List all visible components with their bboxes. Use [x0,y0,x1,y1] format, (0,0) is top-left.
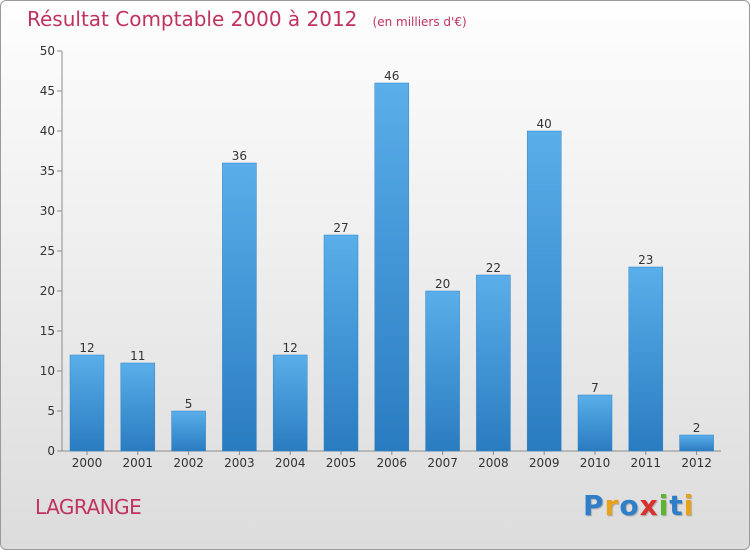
bar [222,162,257,452]
proxiti-logo: Proxiti [583,489,694,522]
commune-name: LAGRANGE [35,495,142,519]
data-label: 22 [486,261,501,275]
logo-letter: i [683,489,695,522]
logo-letter: r [604,489,620,522]
y-tick-label: 20 [40,284,55,298]
bar [272,354,308,452]
x-tick-label: 2012 [681,456,712,470]
x-tick-label: 2005 [326,456,357,470]
x-tick-label: 2009 [529,456,560,470]
x-tick-label: 2011 [631,456,662,470]
logo-letter: o [619,489,640,522]
x-tick-label: 2006 [377,456,408,470]
bar [628,266,664,452]
y-tick-label: 50 [40,44,55,58]
chart-unit-label: (en milliers d'€) [372,15,467,29]
data-label: 11 [130,349,145,363]
bar [476,274,511,452]
data-label: 27 [333,221,348,235]
bar [577,394,613,452]
data-label: 20 [435,277,450,291]
data-label: 2 [693,421,701,435]
logo-letter: t [669,489,684,522]
bar [69,354,105,452]
y-tick-label: 40 [40,124,55,138]
x-tick-label: 2001 [123,456,154,470]
x-tick-label: 2008 [478,456,509,470]
y-tick-label: 10 [40,364,55,378]
logo-letter: P [583,489,605,522]
data-label: 46 [384,69,399,83]
y-tick-label: 15 [40,324,55,338]
y-tick-label: 25 [40,244,55,258]
x-tick-label: 2007 [427,456,458,470]
bar [679,434,714,452]
x-tick-label: 2000 [72,456,103,470]
data-label: 5 [185,397,193,411]
data-label: 7 [591,381,599,395]
data-label: 12 [283,341,298,355]
y-tick-label: 35 [40,164,55,178]
data-label: 23 [638,253,653,267]
x-tick-label: 2003 [224,456,255,470]
logo-letter: x [639,489,659,522]
data-label: 40 [537,117,552,131]
y-tick-label: 0 [47,444,55,458]
data-label: 36 [232,149,247,163]
bar [526,130,562,452]
y-tick-label: 30 [40,204,55,218]
y-tick-label: 45 [40,84,55,98]
bar [425,290,460,452]
bar [120,362,156,452]
bar [171,410,206,452]
chart-title-text: Résultat Comptable 2000 à 2012 [27,7,358,31]
chart-bars [69,82,714,452]
logo-letter: i [658,489,670,522]
chart-title: Résultat Comptable 2000 à 2012 (en milli… [27,7,467,31]
bar [323,234,359,452]
x-tick-label: 2002 [173,456,204,470]
data-label: 12 [79,341,94,355]
x-tick-label: 2004 [275,456,306,470]
y-tick-label: 5 [47,404,55,418]
bar [374,82,410,452]
chart-labels: 0 5 10 15 20 25 30 35 40 45 50 12 2000 11 2001 5 2002 36 2… [40,44,712,470]
x-tick-label: 2010 [580,456,611,470]
